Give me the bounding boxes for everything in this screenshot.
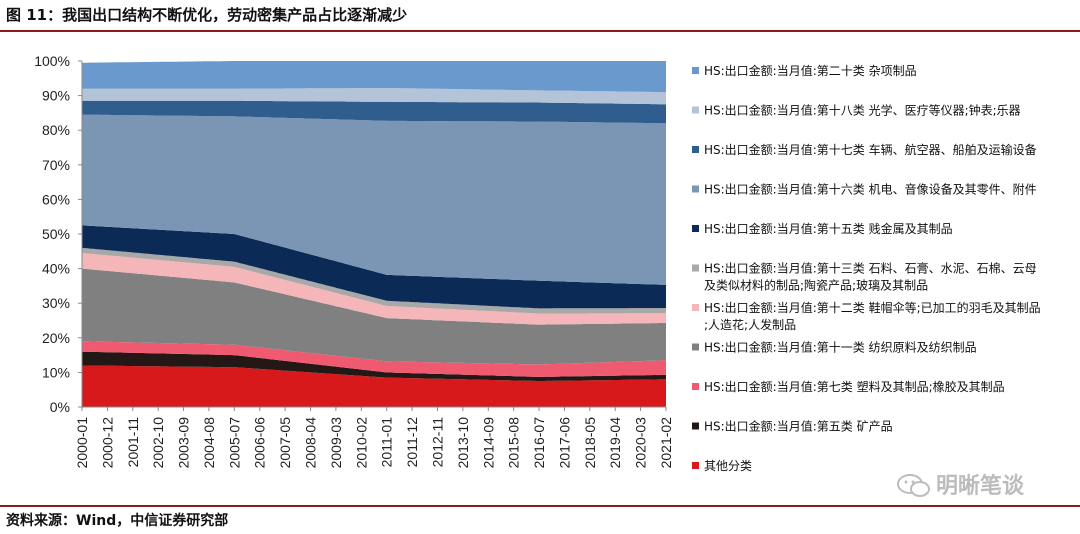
area-series-group [82,61,666,407]
x-tick-label: 2001-11 [125,417,141,468]
area-series-1 [82,351,666,381]
x-tick-label: 2002-10 [150,417,166,469]
figure-title: 图 11：我国出口结构不断优化，劳动密集产品占比逐渐减少 [6,6,408,24]
legend-swatch [692,185,699,193]
y-tick-label: 20% [42,330,70,346]
legend-label: ;人造花;人发制品 [704,317,796,332]
x-tick-label: 2021-02 [658,417,674,469]
legend-swatch [692,383,699,390]
x-tick-label: 2007-05 [277,417,293,469]
x-tick-label: 2005-07 [226,417,242,469]
source-note: 资料来源：Wind，中信证券研究部 [6,513,229,529]
area-series-7 [82,114,666,285]
area-series-3 [82,268,666,365]
x-tick-label: 2016-07 [531,417,547,469]
x-tick-label: 2015-08 [506,417,522,469]
area-series-8 [82,100,666,124]
area-series-5 [82,247,666,314]
x-tick-label: 2020-03 [633,417,649,469]
title-divider [0,30,1080,32]
y-tick-label: 10% [42,364,70,380]
source-divider [0,505,1080,507]
x-tick-label: 2018-05 [582,417,598,469]
legend-swatch [692,67,699,74]
watermark-text: 明晰笔谈 [936,474,1025,499]
legend-label: HS:出口金额:当月值:第十六类 机电、音像设备及其零件、附件 [704,182,1037,197]
legend-label: 其他分类 [704,459,752,473]
y-tick-label: 70% [42,157,70,173]
y-tick-label: 90% [42,88,70,104]
x-tick-label: 2010-02 [353,417,369,469]
legend-label: HS:出口金额:当月值:第五类 矿产品 [704,419,893,434]
x-tick-label: 2012-11 [429,417,445,468]
x-tick-label: 2000-12 [99,417,115,469]
x-tick-label: 2003-09 [176,417,192,469]
area-series-0 [82,365,666,407]
legend-label: HS:出口金额:当月值:第十二类 鞋帽伞等;已加工的羽毛及其制品 [704,300,1041,315]
legend-label: HS:出口金额:当月值:第十五类 贱金属及其制品 [704,221,953,236]
legend-swatch [692,422,699,430]
legend-swatch [692,343,699,351]
chart-legend: HS:出口金额:当月值:第二十类 杂项制品 HS:出口金额:当月值:第十八类 光学… [692,63,1041,473]
legend-label: HS:出口金额:当月值:第十一类 纺织原料及纺织制品 [704,340,977,355]
legend-label: HS:出口金额:当月值:第十八类 光学、医疗等仪器;钟表;乐器 [704,103,1021,118]
legend-label: 及类似材料的制品;陶瓷产品;玻璃及其制品 [704,278,928,293]
x-axis: 2000-01 2000-12 2001-11 2002-10 2003-09 2004-… [74,406,674,469]
y-tick-label: 80% [42,122,70,138]
area-series-10 [82,61,666,93]
legend-swatch [692,106,699,114]
legend-label: HS:出口金额:当月值:第十七类 车辆、航空器、船舶及运输设备 [704,142,1037,157]
x-tick-label: 2006-06 [252,417,268,469]
y-tick-label: 0% [50,399,70,415]
legend-swatch [692,264,699,272]
x-tick-label: 2017-06 [556,417,572,469]
y-tick-label: 40% [42,261,70,277]
x-tick-label: 2004-08 [201,417,217,469]
x-tick-label: 2019-04 [607,417,623,469]
y-axis: 0% 10% 20% 30% 40% 50% 60% 70% 80% 90% 100% [34,53,83,415]
x-tick-label: 2000-01 [74,417,90,469]
x-tick-label: 2013-10 [455,417,471,469]
area-series-4 [82,253,666,325]
y-tick-label: 50% [42,226,70,242]
legend-label: HS:出口金额:当月值:第二十类 杂项制品 [704,63,917,78]
y-tick-label: 100% [34,53,70,69]
legend-swatch [692,146,699,153]
x-tick-label: 2011-12 [404,417,420,468]
wechat-icon [897,474,930,497]
legend-swatch [692,462,699,469]
legend-label: HS:出口金额:当月值:第七类 塑料及其制品;橡胶及其制品 [704,379,1005,394]
legend-swatch [692,304,699,311]
legend-label: HS:出口金额:当月值:第十三类 石料、石膏、水泥、石棉、云母 [704,261,1037,276]
legend-swatch [692,225,699,232]
x-tick-label: 2008-04 [303,417,319,469]
x-tick-label: 2014-09 [480,417,496,469]
x-tick-label: 2011-01 [379,417,395,468]
y-tick-label: 30% [42,295,70,311]
x-tick-label: 2009-03 [328,417,344,469]
area-series-2 [82,341,666,377]
area-series-9 [82,88,666,105]
y-tick-label: 60% [42,191,70,207]
area-series-6 [82,225,666,309]
